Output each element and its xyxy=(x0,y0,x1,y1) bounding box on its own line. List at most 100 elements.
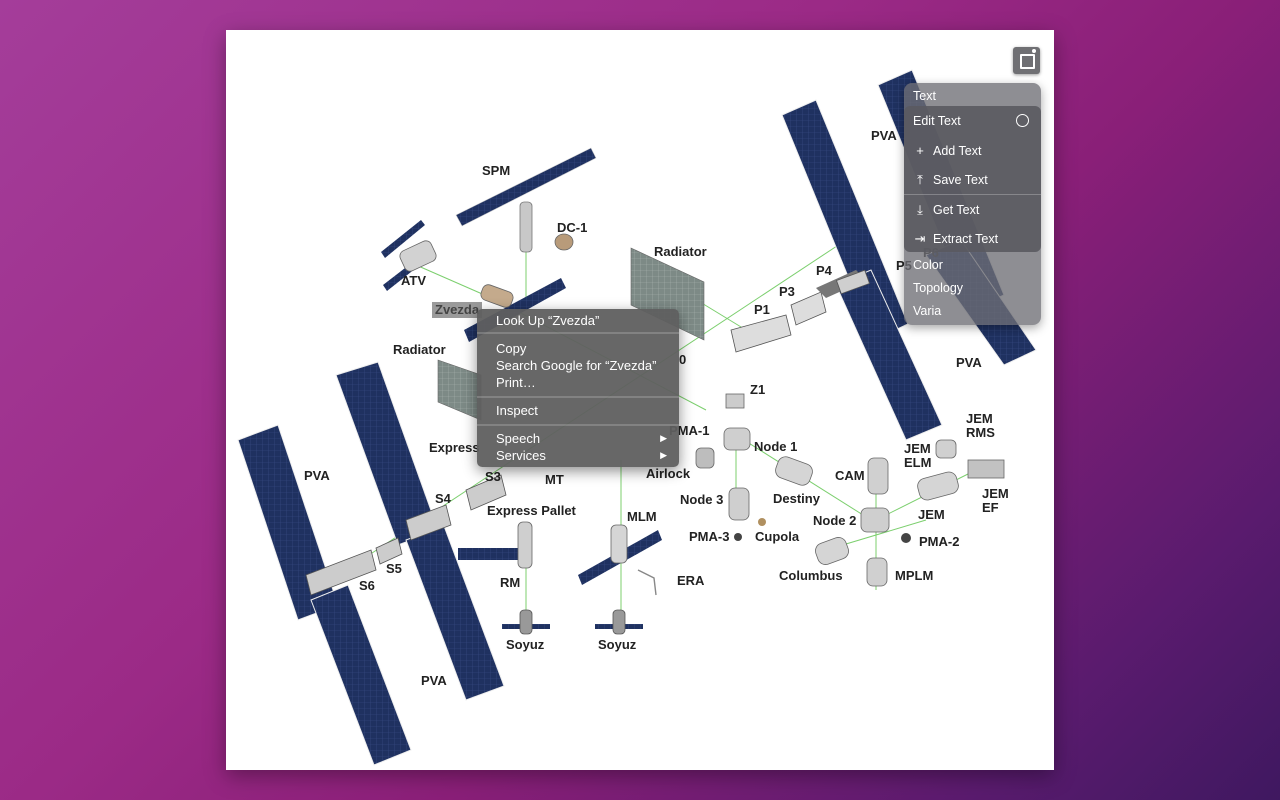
label-p4: P4 xyxy=(816,263,832,278)
era-arm xyxy=(637,569,657,596)
atv-solar-array xyxy=(381,220,425,258)
soyuz-left xyxy=(519,609,533,635)
topology-item[interactable]: Topology xyxy=(913,281,964,295)
menu-inspect[interactable]: Inspect xyxy=(496,403,538,418)
context-menu: Look Up “Zvezda” Copy Search Google for … xyxy=(477,309,679,467)
z1-module xyxy=(725,393,745,409)
label-cam: CAM xyxy=(835,468,865,483)
menu-separator xyxy=(477,424,679,426)
label-s5: S5 xyxy=(386,561,402,576)
destiny-module xyxy=(775,456,813,486)
plus-icon: + xyxy=(916,143,924,158)
label-zvezda-selected[interactable]: Zvezda xyxy=(432,302,483,318)
label-pma3: PMA-3 xyxy=(689,529,730,544)
pma2-module xyxy=(901,533,911,543)
atv-module xyxy=(399,240,437,272)
rm-module xyxy=(517,521,533,569)
label-radiator-left: Radiator xyxy=(393,342,446,357)
extract-icon: ⇥ xyxy=(914,231,926,246)
soyuz-right xyxy=(612,609,626,635)
services-chevron-right-icon: ▶ xyxy=(660,450,667,460)
label-columbus: Columbus xyxy=(779,568,843,583)
mplm-module xyxy=(866,557,888,587)
edit-text-item[interactable]: Edit Text xyxy=(913,114,961,128)
label-cupola: Cupola xyxy=(755,529,800,544)
dc1-module xyxy=(554,233,574,251)
s5-truss xyxy=(375,537,403,565)
extract-text-label: Extract Text xyxy=(933,232,999,246)
s6-truss xyxy=(305,549,377,596)
menu-look-up[interactable]: Look Up “Zvezda” xyxy=(496,313,600,328)
menu-separator xyxy=(477,332,679,334)
s4-truss xyxy=(405,504,452,541)
label-radiator-top: Radiator xyxy=(654,244,707,259)
rm-solar-array xyxy=(458,548,518,560)
label-s0: 0 xyxy=(679,352,687,367)
label-node1: Node 1 xyxy=(754,439,798,454)
jem-elm-module xyxy=(935,439,957,459)
label-mt: MT xyxy=(545,472,564,487)
image-toggle-button[interactable] xyxy=(1013,47,1040,74)
menu-search-google[interactable]: Search Google for “Zvezda” xyxy=(496,358,657,373)
varia-item[interactable]: Varia xyxy=(913,304,942,318)
columbus-module xyxy=(815,537,849,565)
jem-module xyxy=(917,471,959,501)
menu-speech[interactable]: Speech xyxy=(496,431,541,446)
label-pva-top: PVA xyxy=(871,128,897,143)
label-soyuz-left: Soyuz xyxy=(506,637,545,652)
speech-chevron-right-icon: ▶ xyxy=(660,433,667,443)
label-pva-left: PVA xyxy=(304,468,330,483)
add-text-label: Add Text xyxy=(933,144,982,158)
label-jem: JEM xyxy=(918,507,945,522)
menu-copy[interactable]: Copy xyxy=(496,341,527,356)
label-atv: ATV xyxy=(401,273,427,288)
mlm-module xyxy=(610,524,628,564)
label-node3: Node 3 xyxy=(680,492,724,507)
label-pma2: PMA-2 xyxy=(919,534,960,549)
label-era: ERA xyxy=(677,573,705,588)
radiator-top xyxy=(630,247,705,341)
color-item[interactable]: Color xyxy=(913,258,943,272)
cam-module xyxy=(867,457,889,495)
pva-bottom-array xyxy=(310,584,412,766)
get-text-label: Get Text xyxy=(933,203,980,217)
label-z1: Z1 xyxy=(750,382,766,397)
label-express-pallet: Express Pallet xyxy=(487,503,576,518)
edit-text-radio[interactable] xyxy=(1016,114,1029,127)
text-submenu: Edit Text + Add Text ⤒ Save Text ⤓ Get Text… xyxy=(904,106,1041,252)
node3-module xyxy=(728,487,750,521)
p3-truss xyxy=(790,291,827,326)
label-airlock: Airlock xyxy=(646,466,691,481)
label-p3: P3 xyxy=(779,284,795,299)
save-text-label: Save Text xyxy=(933,173,988,187)
label-rm: RM xyxy=(500,575,521,590)
label-p1: P1 xyxy=(754,302,770,317)
download-icon: ⤓ xyxy=(917,202,923,217)
spm-module xyxy=(519,201,533,253)
label-pva-bottom: PVA xyxy=(421,673,447,688)
extract-text-item[interactable]: ⇥ Extract Text xyxy=(913,231,999,247)
menu-print[interactable]: Print… xyxy=(496,375,536,390)
get-text-item[interactable]: ⤓ Get Text xyxy=(913,202,979,218)
label-mplm: MPLM xyxy=(895,568,934,583)
label-jem-rms: JEM RMS xyxy=(966,411,995,440)
airlock-module xyxy=(695,447,715,469)
menu-services[interactable]: Services xyxy=(496,448,546,463)
image-dot-icon xyxy=(1032,49,1036,53)
save-text-item[interactable]: ⤒ Save Text xyxy=(913,172,988,188)
menu-separator xyxy=(477,396,679,398)
label-s3: S3 xyxy=(485,469,501,484)
label-s6: S6 xyxy=(359,578,375,593)
label-dc1: DC-1 xyxy=(557,220,588,235)
pma3-module xyxy=(734,533,742,541)
image-icon xyxy=(1020,54,1035,69)
add-text-item[interactable]: + Add Text xyxy=(913,143,981,159)
label-s4: S4 xyxy=(435,491,451,506)
p1-truss xyxy=(730,314,792,353)
node1-module xyxy=(723,427,751,451)
label-express: Express xyxy=(429,440,480,455)
cupola-module xyxy=(758,518,766,526)
spm-solar-array xyxy=(455,147,597,227)
label-jem-elm: JEM ELM xyxy=(904,441,932,470)
s3-truss xyxy=(465,474,507,511)
